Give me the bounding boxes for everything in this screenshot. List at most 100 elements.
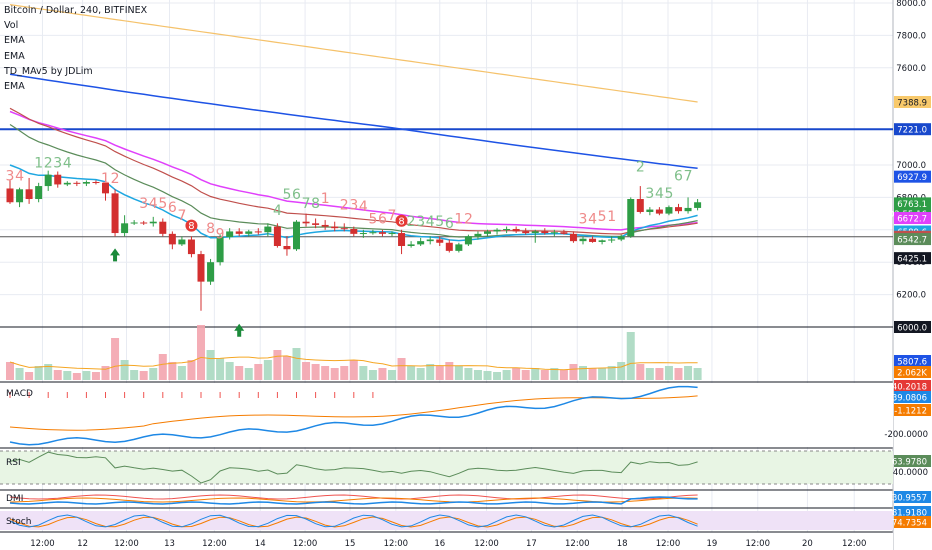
volume-bar bbox=[302, 362, 311, 380]
candle-body bbox=[579, 238, 587, 242]
volume-bar bbox=[177, 366, 186, 380]
macd-line bbox=[9, 385, 698, 446]
candle-body bbox=[159, 221, 167, 234]
ema-magenta-line bbox=[9, 110, 698, 231]
candle-body bbox=[312, 223, 320, 225]
candle-body bbox=[560, 232, 568, 234]
td-count-down: 1 bbox=[101, 171, 110, 187]
td-count-down: 5 bbox=[368, 211, 377, 227]
candle-body bbox=[6, 188, 14, 203]
time-axis-tick: 12:00 bbox=[746, 539, 771, 549]
candle-body bbox=[264, 226, 272, 233]
td-count-up: 2 bbox=[407, 214, 416, 230]
td-count-down: 6 bbox=[168, 200, 177, 216]
price-badge: 6763.1 bbox=[897, 200, 927, 210]
volume-bar bbox=[349, 360, 358, 380]
macd-badge: 40.2018 bbox=[892, 383, 927, 393]
legend-ema-1: EMA bbox=[4, 35, 25, 47]
volume-bar bbox=[512, 368, 521, 380]
volume-bar bbox=[607, 366, 616, 380]
candle-body bbox=[541, 231, 549, 234]
time-axis-tick: 15 bbox=[345, 539, 356, 549]
volume-badge-bg bbox=[894, 355, 931, 367]
candle-body bbox=[665, 207, 673, 214]
macd-badge: -1.1212 bbox=[894, 407, 927, 417]
stoch-k-line bbox=[9, 514, 698, 528]
candle-body bbox=[493, 229, 501, 232]
volume-bar bbox=[330, 368, 339, 380]
td-count-down: 5 bbox=[598, 209, 607, 225]
candle-body bbox=[598, 240, 606, 242]
volume-bar bbox=[473, 370, 482, 380]
price-badge: 6425.1 bbox=[897, 255, 927, 265]
td-count-up: 4 bbox=[426, 214, 435, 230]
price-axis-tick: 8000.0 bbox=[896, 0, 926, 9]
volume-bar bbox=[684, 366, 693, 380]
td-count-down: 7 bbox=[177, 208, 186, 224]
volume-bar bbox=[388, 370, 396, 380]
macd-badge-bg bbox=[894, 404, 931, 416]
td-count-down: 6 bbox=[378, 211, 387, 227]
stoch-badge-bg bbox=[894, 506, 931, 518]
dmi-pane-label: DMI bbox=[6, 494, 24, 504]
td-count-up: 4 bbox=[273, 203, 282, 219]
candle-body bbox=[121, 223, 129, 234]
volume-bar bbox=[263, 360, 272, 380]
volume-bar bbox=[206, 350, 215, 380]
volume-bar bbox=[120, 360, 129, 380]
volume-bar bbox=[187, 360, 196, 380]
td-count-down: 3 bbox=[579, 211, 588, 227]
candle-body bbox=[369, 232, 377, 234]
price-badge-bg bbox=[894, 170, 931, 183]
candle-body bbox=[245, 231, 253, 234]
price-badge-bg bbox=[894, 95, 931, 108]
td-count-up: 3 bbox=[416, 214, 425, 230]
dmi-adx-line bbox=[9, 497, 698, 503]
chart-legend: Bitcoin / Dollar, 240, BITFINEX Vol EMA … bbox=[4, 3, 147, 94]
candle-body bbox=[63, 182, 71, 185]
volume-bar bbox=[6, 362, 14, 380]
time-axis-tick: 16 bbox=[434, 539, 445, 549]
td-count-down: 1 bbox=[454, 211, 463, 227]
volume-ma-line bbox=[9, 355, 698, 371]
candle-body bbox=[550, 232, 558, 234]
candle-body bbox=[694, 202, 702, 208]
time-axis-tick: 12:00 bbox=[656, 539, 681, 549]
volume-bar bbox=[149, 368, 158, 380]
price-badge-bg bbox=[894, 321, 931, 333]
volume-bar bbox=[579, 366, 587, 380]
candle-body bbox=[455, 244, 463, 251]
candle-body bbox=[331, 226, 339, 229]
candle-body bbox=[254, 231, 262, 233]
td-count-down: 5 bbox=[158, 196, 167, 212]
candle-body bbox=[302, 221, 310, 224]
candle-body bbox=[378, 232, 386, 234]
volume-bar bbox=[588, 368, 597, 380]
time-axis-tick: 13 bbox=[164, 539, 175, 549]
td-count-up: 1 bbox=[34, 155, 43, 171]
time-axis-tick: 12:00 bbox=[842, 539, 867, 549]
candle-body bbox=[407, 244, 415, 246]
candle-body bbox=[73, 182, 81, 184]
volume-bar bbox=[25, 372, 34, 380]
candle-body bbox=[445, 242, 453, 251]
candle-body bbox=[102, 182, 109, 194]
td-count-down: 3 bbox=[6, 168, 15, 184]
time-axis-tick: 12:00 bbox=[293, 539, 318, 549]
candle-body bbox=[627, 199, 635, 237]
candle-body bbox=[216, 237, 224, 263]
td-count-up: 8 bbox=[311, 196, 320, 212]
volume-bar bbox=[569, 364, 578, 380]
candle-body bbox=[321, 224, 329, 227]
candle-body bbox=[464, 236, 472, 245]
time-axis-tick: 12:00 bbox=[114, 539, 139, 549]
td-count-up: 5 bbox=[664, 186, 673, 202]
time-axis-tick: 19 bbox=[707, 539, 718, 549]
td-count-down: 1 bbox=[607, 209, 616, 225]
price-badge-bg bbox=[894, 197, 931, 210]
td-count-down: 2 bbox=[111, 171, 120, 187]
price-badge-bg bbox=[894, 233, 931, 246]
volume-bar bbox=[235, 366, 244, 380]
dmi-minus-line bbox=[9, 494, 698, 500]
